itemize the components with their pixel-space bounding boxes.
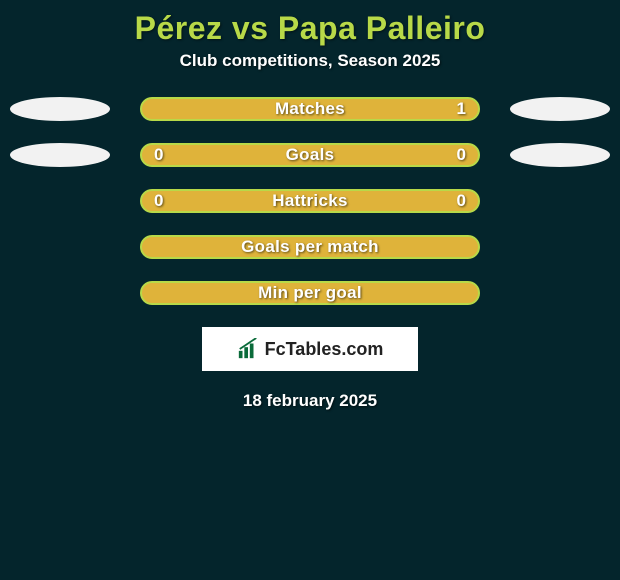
stat-row: Matches 1 xyxy=(0,97,620,121)
stat-label: Goals per match xyxy=(241,237,379,257)
player-badge-left xyxy=(10,143,110,167)
stat-bar: Matches 1 xyxy=(140,97,480,121)
stat-label: Min per goal xyxy=(258,283,362,303)
player-badge-right xyxy=(510,97,610,121)
stat-row: 0 Goals 0 xyxy=(0,143,620,167)
page-title: Pérez vs Papa Palleiro xyxy=(0,4,620,51)
stat-bar: 0 Goals 0 xyxy=(140,143,480,167)
logo-box: FcTables.com xyxy=(202,327,418,371)
footer-date: 18 february 2025 xyxy=(0,391,620,411)
logo-text: FcTables.com xyxy=(265,339,384,360)
stat-label: Goals xyxy=(286,145,335,165)
player-badge-left xyxy=(10,97,110,121)
player-badge-right xyxy=(510,143,610,167)
stats-rows: Matches 1 0 Goals 0 0 Hattricks 0 xyxy=(0,97,620,305)
stat-row: 0 Hattricks 0 xyxy=(0,189,620,213)
stat-label: Hattricks xyxy=(272,191,347,211)
fctables-bars-icon xyxy=(237,338,259,360)
stat-value-left: 0 xyxy=(154,145,163,165)
comparison-card: Pérez vs Papa Palleiro Club competitions… xyxy=(0,0,620,411)
stat-bar: 0 Hattricks 0 xyxy=(140,189,480,213)
stat-value-right: 0 xyxy=(457,191,466,211)
stat-label: Matches xyxy=(275,99,345,119)
stat-row: Goals per match xyxy=(0,235,620,259)
stat-row: Min per goal xyxy=(0,281,620,305)
stat-bar: Goals per match xyxy=(140,235,480,259)
stat-bar: Min per goal xyxy=(140,281,480,305)
stat-value-right: 0 xyxy=(457,145,466,165)
stat-value-left: 0 xyxy=(154,191,163,211)
page-subtitle: Club competitions, Season 2025 xyxy=(0,51,620,97)
stat-value-right: 1 xyxy=(457,99,466,119)
